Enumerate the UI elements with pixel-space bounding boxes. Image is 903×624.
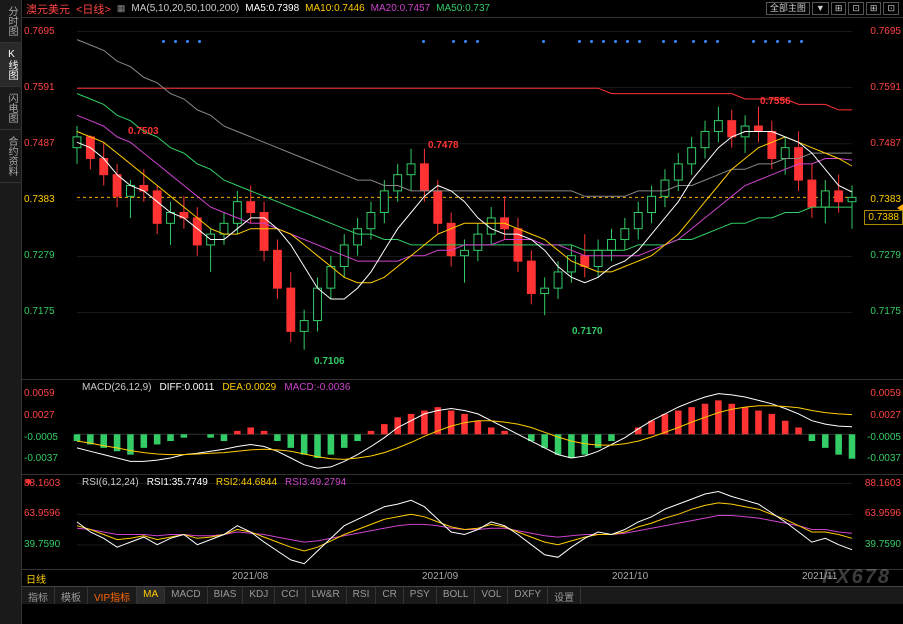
left-tab-bar: 分时图 K线图 闪电图 合约资料 xyxy=(0,0,22,624)
signal-dot xyxy=(638,40,641,43)
bottom-tab-BOLL[interactable]: BOLL xyxy=(437,587,476,604)
bottom-tab-CR[interactable]: CR xyxy=(376,587,403,604)
bottom-tab-MA[interactable]: MA xyxy=(137,587,165,604)
signal-dot xyxy=(174,40,177,43)
price-annotation: 0.7106 xyxy=(314,356,345,367)
toolbar-buttons: 全部主图 ▼ ⊞ ⊡ ⊞ ⊡ xyxy=(766,2,899,15)
watermark: FX678 xyxy=(822,566,891,589)
btn-all-main[interactable]: 全部主图 xyxy=(766,2,810,15)
btn-layout2[interactable]: ⊡ xyxy=(848,2,864,15)
bottom-tab-MACD[interactable]: MACD xyxy=(165,587,207,604)
price-y-axis-left: 0.76950.75910.74870.73830.72790.7175 xyxy=(24,18,69,379)
price-y-axis-right: 0.76950.75910.74870.73830.72790.7175 xyxy=(856,18,901,379)
signal-dot xyxy=(776,40,779,43)
signal-dot xyxy=(752,40,755,43)
macd-panel[interactable]: MACD(26,12,9) DIFF:0.0011 DEA:0.0029 MACD:-… xyxy=(22,380,903,475)
ma10-label: MA10:0.7446 xyxy=(305,3,365,14)
bottom-tab-BIAS[interactable]: BIAS xyxy=(208,587,244,604)
ma-prefix: MA(5,10,20,50,100,200) xyxy=(131,3,239,14)
xaxis-period: 日线 xyxy=(26,571,46,586)
signal-dot xyxy=(476,40,479,43)
period-label: <日线> xyxy=(76,1,111,17)
signal-dot xyxy=(602,40,605,43)
chart-toolbar: 澳元美元 <日线> ▦ MA(5,10,20,50,100,200) MA5:0… xyxy=(22,0,903,18)
x-axis: 日线 2021/082021/092021/102021/11 xyxy=(22,570,903,586)
tab-flash[interactable]: 闪电图 xyxy=(0,87,21,130)
bottom-tab-DXFY[interactable]: DXFY xyxy=(508,587,548,604)
bottom-tab-VOL[interactable]: VOL xyxy=(475,587,508,604)
signal-dot xyxy=(578,40,581,43)
signal-dot xyxy=(800,40,803,43)
rsi-label: RSI1:35.7749 xyxy=(147,477,208,488)
macd-y-axis-left: 0.00590.0027-0.0005-0.0037 xyxy=(24,380,69,474)
signal-dot xyxy=(542,40,545,43)
ma5-label: MA5:0.7398 xyxy=(245,3,299,14)
price-annotation: 0.7556 xyxy=(760,96,791,107)
bottom-tab-CCI[interactable]: CCI xyxy=(275,587,305,604)
btn-layout3[interactable]: ⊞ xyxy=(866,2,882,15)
signal-dot xyxy=(662,40,665,43)
macd-label: DIFF:0.0011 xyxy=(159,382,214,393)
bottom-tab-VIP指标[interactable]: VIP指标 xyxy=(88,587,137,604)
price-annotation: 0.7478 xyxy=(428,140,459,151)
signal-dot xyxy=(464,40,467,43)
bottom-tab-LW&R[interactable]: LW&R xyxy=(306,587,347,604)
rsi-y-axis-left: 88.160363.959639.7590 xyxy=(24,475,69,569)
bottom-tab-KDJ[interactable]: KDJ xyxy=(243,587,275,604)
bottom-tab-PSY[interactable]: PSY xyxy=(404,587,437,604)
btn-layout4[interactable]: ⊡ xyxy=(883,2,899,15)
macd-label: MACD(26,12,9) xyxy=(82,382,151,393)
signal-dot xyxy=(186,40,189,43)
tab-kline[interactable]: K线图 xyxy=(0,43,21,87)
signal-dot xyxy=(198,40,201,43)
rsi-panel[interactable]: RSI(6,12,24) RSI1:35.7749 RSI2:44.6844 RSI3… xyxy=(22,475,903,570)
btn-layout1[interactable]: ⊞ xyxy=(831,2,847,15)
rsi-header: RSI(6,12,24) RSI1:35.7749 RSI2:44.6844 RSI3… xyxy=(82,477,346,488)
bottom-indicator-tabs: 指标模板VIP指标MAMACDBIASKDJCCILW&RRSICRPSYBOL… xyxy=(22,586,903,604)
signal-dot xyxy=(764,40,767,43)
rsi-label: RSI3:49.2794 xyxy=(285,477,346,488)
signal-dot xyxy=(162,40,165,43)
current-price-box: 0.7388 xyxy=(864,210,903,225)
signal-dot xyxy=(692,40,695,43)
bottom-tab-RSI[interactable]: RSI xyxy=(347,587,377,604)
dot-icon xyxy=(26,479,31,484)
symbol-name: 澳元美元 xyxy=(26,1,70,17)
x-axis-label: 2021/09 xyxy=(422,571,458,582)
price-annotation: 0.7170 xyxy=(572,326,603,337)
signal-dot xyxy=(704,40,707,43)
rsi-label: RSI2:44.6844 xyxy=(216,477,277,488)
signal-dot xyxy=(716,40,719,43)
bottom-tab-设置[interactable]: 设置 xyxy=(548,587,581,604)
price-annotation: 0.7503 xyxy=(128,126,159,137)
macd-y-axis-right: 0.00590.0027-0.0005-0.0037 xyxy=(856,380,901,474)
ma50-label: MA50:0.737 xyxy=(436,3,490,14)
btn-dropdown[interactable]: ▼ xyxy=(812,2,829,15)
x-axis-label: 2021/10 xyxy=(612,571,648,582)
signal-dot xyxy=(422,40,425,43)
tab-timeshare[interactable]: 分时图 xyxy=(0,0,21,43)
bottom-tab-指标[interactable]: 指标 xyxy=(22,587,55,604)
signal-dot xyxy=(626,40,629,43)
signal-dot xyxy=(590,40,593,43)
signal-dot xyxy=(452,40,455,43)
rsi-y-axis-right: 88.160363.959639.7590 xyxy=(856,475,901,569)
signal-dot xyxy=(788,40,791,43)
signal-dot xyxy=(614,40,617,43)
price-panel[interactable]: 0.76950.75910.74870.73830.72790.7175 0.7… xyxy=(22,18,903,380)
macd-label: MACD:-0.0036 xyxy=(284,382,350,393)
macd-label: DEA:0.0029 xyxy=(222,382,276,393)
signal-dot xyxy=(674,40,677,43)
rsi-label: RSI(6,12,24) xyxy=(82,477,139,488)
x-axis-label: 2021/08 xyxy=(232,571,268,582)
main-area: 澳元美元 <日线> ▦ MA(5,10,20,50,100,200) MA5:0… xyxy=(22,0,903,624)
ma20-label: MA20:0.7457 xyxy=(371,3,431,14)
bottom-tab-模板[interactable]: 模板 xyxy=(55,587,88,604)
tab-contract[interactable]: 合约资料 xyxy=(0,130,21,183)
macd-header: MACD(26,12,9) DIFF:0.0011 DEA:0.0029 MACD:-… xyxy=(82,382,350,393)
